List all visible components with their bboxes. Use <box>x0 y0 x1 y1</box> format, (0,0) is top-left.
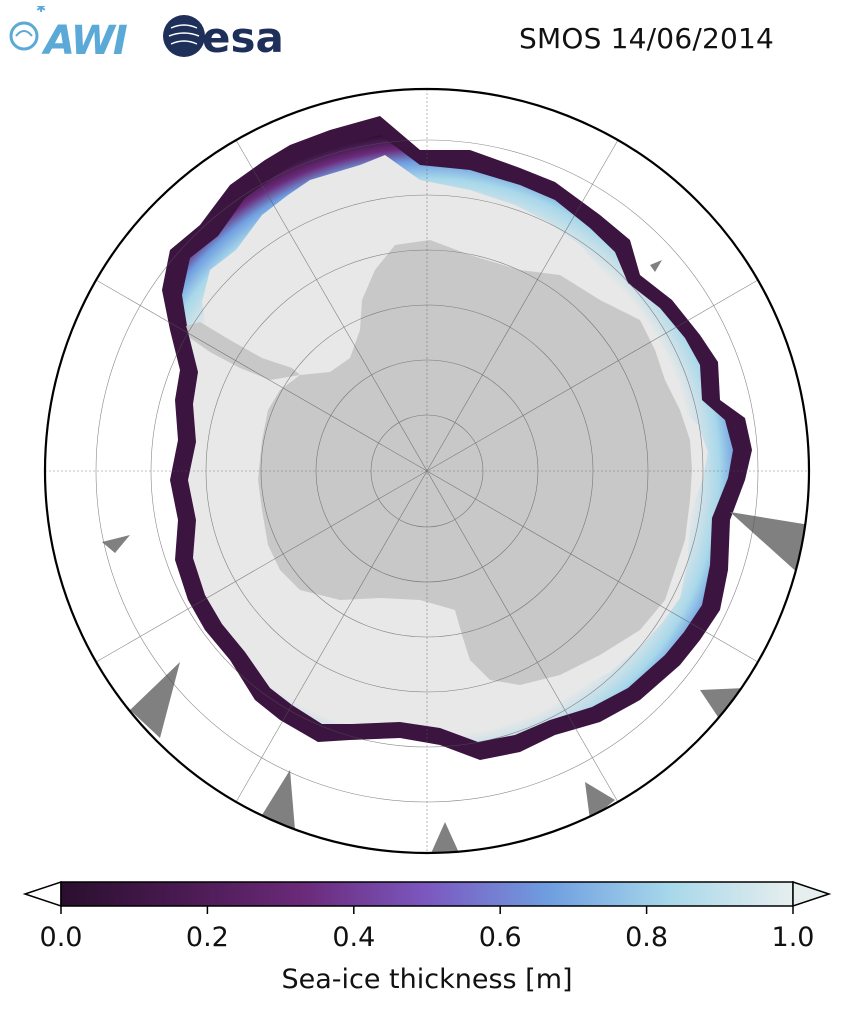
esa-logo-text: esa <box>202 13 284 62</box>
colorbar-tick-label: 0.0 <box>39 922 83 953</box>
antarctica <box>258 240 692 685</box>
colorbar-extend-max <box>792 880 832 908</box>
colorbar-tick-label: 1.0 <box>771 922 815 953</box>
colorbar-label: Sea-ice thickness [m] <box>281 964 573 995</box>
awi-logo-text: AWI <box>41 18 128 64</box>
logos: ✱ AWI esa <box>9 6 284 64</box>
map-title: SMOS 14/06/2014 <box>519 22 775 55</box>
colorbar-tick-label: 0.6 <box>478 922 522 953</box>
antarctic-peninsula <box>186 322 300 380</box>
colorbar-tick-label: 0.8 <box>625 922 669 953</box>
sea-ice-map <box>43 87 811 855</box>
colorbar <box>22 880 832 914</box>
awi-logo: ✱ AWI <box>9 6 130 64</box>
colorbar-ticks <box>60 906 794 914</box>
colorbar-tick-label: 0.2 <box>185 922 229 953</box>
svg-text:✱: ✱ <box>36 6 46 15</box>
colorbar-tick-label: 0.4 <box>332 922 376 953</box>
esa-logo: esa <box>163 13 284 62</box>
map-boundary <box>43 87 811 855</box>
graticule <box>45 89 809 853</box>
colorbar-extend-min <box>22 880 62 908</box>
colorbar-gradient <box>60 881 794 907</box>
data-gaps <box>102 260 809 853</box>
